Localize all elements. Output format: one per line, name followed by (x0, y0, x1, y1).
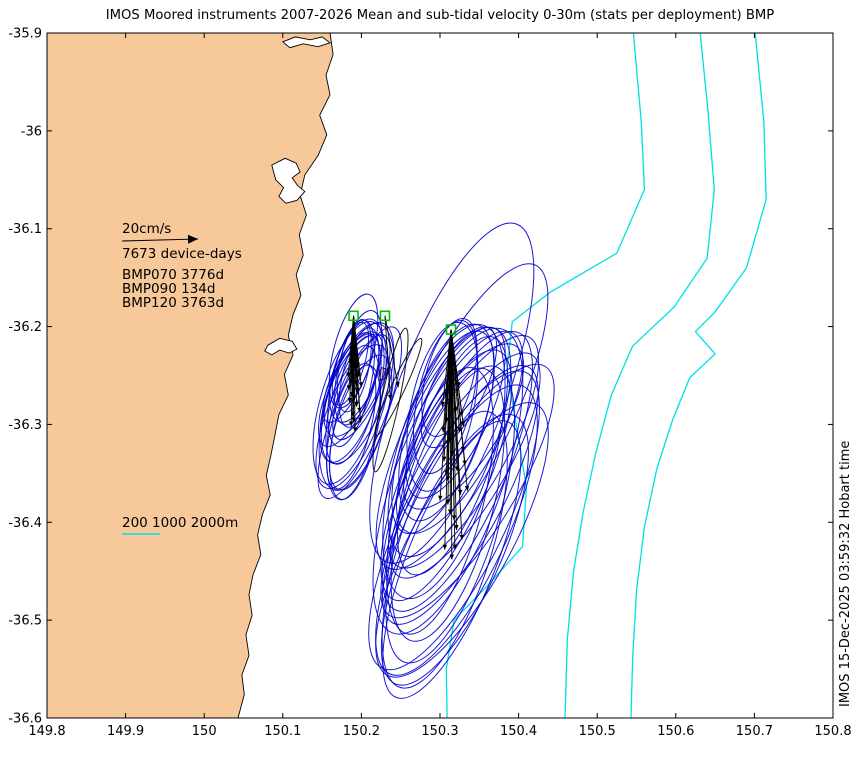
x-tick-label: 150 (192, 724, 217, 739)
x-tick-label: 150.3 (421, 724, 458, 739)
y-tick-label: -36.4 (8, 516, 42, 531)
timestamp-watermark: IMOS 15-Dec-2025 03:59:32 Hobart time (838, 441, 853, 707)
land-polygon (46, 32, 334, 719)
mooring-marker-BMP120 (445, 324, 457, 335)
x-tick-label: 150.4 (500, 724, 537, 739)
x-tick-label: 150.6 (657, 724, 694, 739)
mooring-marker-BMP090 (379, 310, 391, 322)
y-tick-label: -36.5 (8, 614, 42, 629)
water-body-1 (264, 337, 298, 356)
x-tick-label: 149.8 (28, 724, 65, 739)
chart-title: IMOS Moored instruments 2007-2026 Mean a… (106, 8, 775, 23)
x-tick-label: 150.8 (814, 724, 851, 739)
y-tick-label: -36.2 (8, 320, 42, 335)
x-tick-label: 150.1 (264, 724, 301, 739)
axes-layer: 149.8 149.9 150 150.1 150.2 150.3 150.4 150.5 15… (8, 27, 851, 740)
x-tick-label: 150.5 (579, 724, 616, 739)
x-tick-label: 149.9 (107, 724, 144, 739)
water-body-2 (281, 36, 331, 49)
mean-velocity-vectors-BMP120 (438, 329, 470, 560)
text-layer: IMOS Moored instruments 2007-2026 Mean a… (106, 8, 853, 707)
contour-2000m (630, 32, 767, 719)
velocity-ellipses-BMP090 (372, 327, 423, 473)
mean-velocity-vectors-BMP090 (384, 315, 400, 400)
contour-1000m (564, 32, 715, 719)
scale-arrow (187, 234, 198, 244)
mooring-label-bmp120: BMP120 3763d (122, 295, 224, 311)
water-body-0 (271, 157, 306, 204)
mooring-label-bmp070: BMP070 3776d (122, 267, 224, 283)
contour-200m (445, 32, 646, 719)
x-tick-label: 150.2 (343, 724, 380, 739)
y-tick-label: -35.9 (8, 27, 42, 42)
legend-graphics (121, 234, 199, 535)
device-days-label: 7673 device-days (122, 246, 242, 262)
scale-label: 20cm/s (122, 221, 171, 237)
y-tick-label: -36.1 (8, 222, 42, 237)
mooring-marker-BMP070 (348, 310, 359, 322)
map-layer (46, 32, 767, 719)
y-tick-label: -36 (21, 124, 42, 139)
x-tick-label: 150.7 (736, 724, 773, 739)
mean-velocity-vectors-BMP070 (346, 315, 364, 433)
mooring-label-bmp090: BMP090 134d (122, 281, 215, 297)
y-tick-label: -36.6 (8, 712, 42, 727)
velocity-ellipses-BMP120 (368, 222, 555, 699)
y-tick-label: -36.3 (8, 418, 42, 433)
depth-legend-label: 200 1000 2000m (122, 515, 238, 531)
